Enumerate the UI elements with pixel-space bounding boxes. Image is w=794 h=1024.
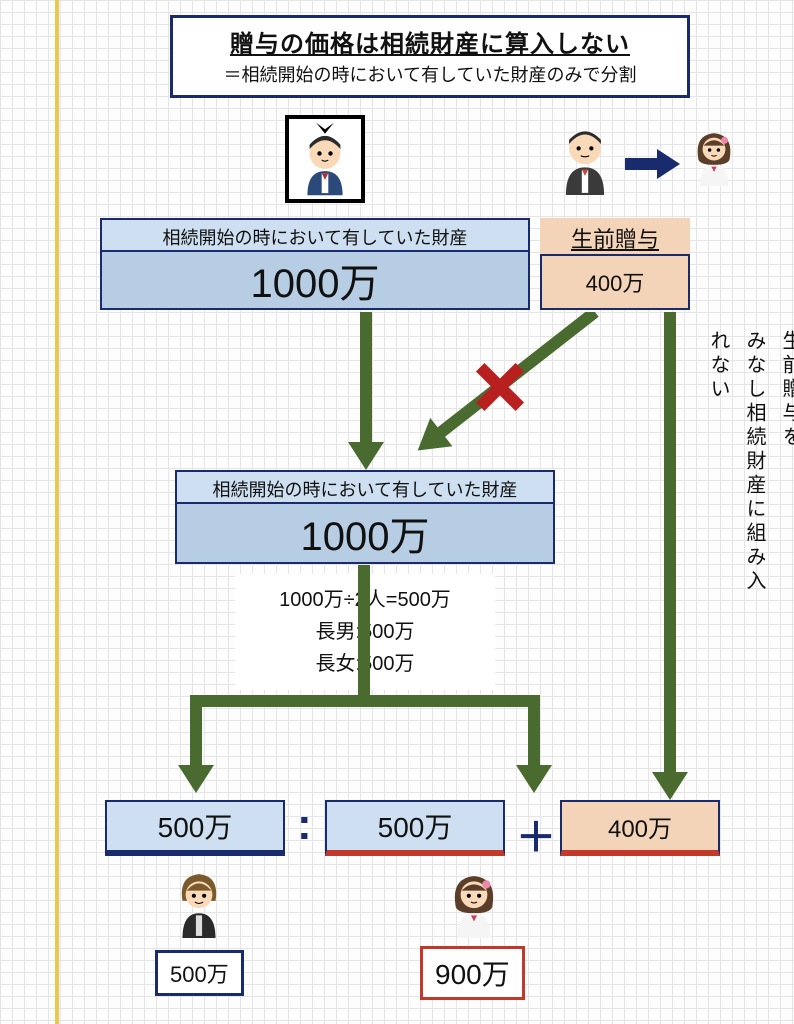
daughter-share: 500万 (325, 800, 505, 856)
daughter-icon-small (685, 128, 743, 186)
son-icon (165, 870, 233, 938)
daughter-gift: 400万 (560, 800, 720, 856)
plus-icon: ＋ (516, 805, 556, 863)
vertical-note: 生前贈与を みなし相続財産に組み入 れない (700, 330, 794, 594)
son-share: 500万 (105, 800, 285, 856)
gift-value: 400万 (540, 254, 690, 310)
deceased-portrait (285, 115, 355, 185)
title-box: 贈与の価格は相続財産に算入しない ＝相続開始の時において有していた財産のみで分割 (170, 15, 690, 98)
left-margin-line (55, 0, 59, 1024)
title-sub: ＝相続開始の時において有していた財産のみで分割 (181, 61, 679, 87)
arrow-branch (150, 565, 580, 805)
arrow-down-long (652, 312, 688, 805)
daughter-icon (440, 870, 508, 938)
title-main: 贈与の価格は相続財産に算入しない (181, 24, 679, 59)
vnote-col2: みなし相続財産に組み入 (743, 330, 765, 594)
vnote-col1: 生前贈与を (779, 330, 794, 450)
arrow-diagonal-cross (370, 312, 630, 477)
estate2-value: 1000万 (175, 502, 555, 564)
gift-arrow-icon (625, 147, 680, 186)
vnote-col3: れない (707, 330, 729, 402)
giver-icon (550, 125, 620, 195)
estate-value: 1000万 (100, 250, 530, 310)
son-total: 500万 (155, 950, 244, 996)
colon-icon: : (297, 800, 312, 850)
daughter-total: 900万 (420, 946, 525, 1000)
